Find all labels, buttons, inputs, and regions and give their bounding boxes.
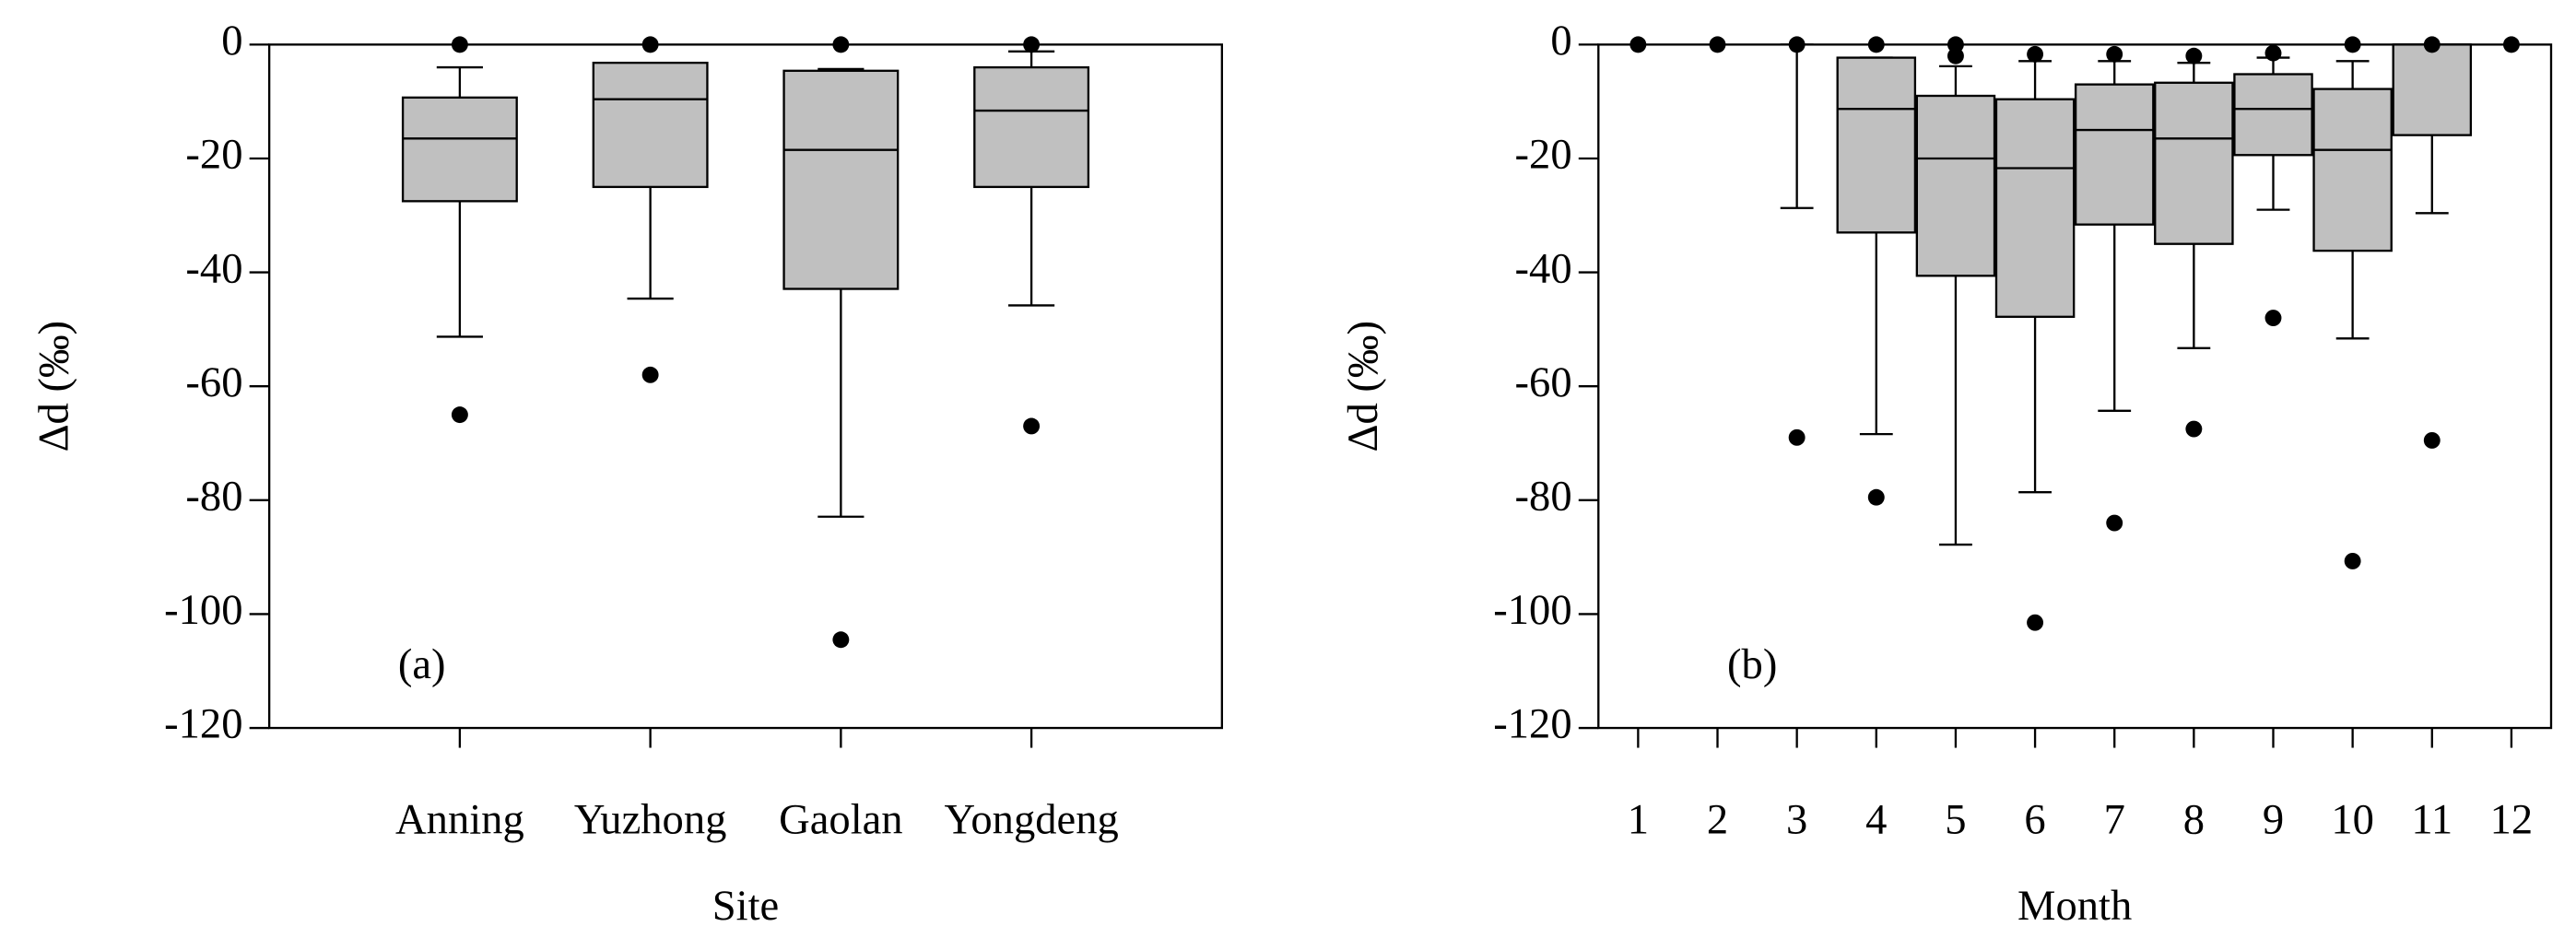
- outlier: [1709, 36, 1726, 53]
- outlier: [2423, 431, 2441, 449]
- box: [2154, 81, 2234, 245]
- outlier: [2264, 44, 2282, 62]
- box: [1994, 98, 2076, 318]
- y-tick-label: -20: [185, 132, 242, 179]
- outlier: [2027, 45, 2044, 63]
- x-axis-label: Month: [2017, 883, 2132, 930]
- y-tick-label: -60: [1515, 359, 1572, 406]
- outlier: [832, 36, 850, 53]
- y-tick-label: 0: [1550, 18, 1571, 65]
- box: [1915, 94, 1996, 277]
- x-tick-label: 5: [1945, 797, 1966, 844]
- outlier: [1023, 417, 1041, 435]
- outlier: [2185, 420, 2203, 438]
- box: [592, 61, 709, 189]
- annotation: (b): [1727, 641, 1777, 688]
- y-tick-label: -40: [1515, 245, 1572, 292]
- box: [2074, 83, 2155, 226]
- x-tick-label: 9: [2263, 797, 2284, 844]
- box: [2392, 43, 2473, 136]
- x-tick-label: 2: [1707, 797, 1728, 844]
- outlier: [2027, 614, 2044, 631]
- box: [2312, 88, 2393, 252]
- outlier: [1947, 47, 1964, 65]
- x-tick-label: 6: [2024, 797, 2045, 844]
- x-tick-label: Anning: [395, 797, 524, 844]
- outlier: [2423, 36, 2441, 53]
- x-tick-label: Yongdeng: [944, 797, 1118, 844]
- outlier: [1788, 428, 1806, 446]
- outlier: [641, 366, 659, 383]
- outlier: [1867, 488, 1885, 506]
- x-tick-label: Yuzhong: [574, 797, 727, 844]
- y-tick-label: -100: [164, 587, 242, 634]
- y-tick-label: -60: [185, 359, 242, 406]
- x-tick-label: 11: [2411, 797, 2452, 844]
- box: [782, 69, 900, 290]
- y-tick-label: -120: [1493, 701, 1571, 748]
- outlier: [451, 36, 468, 53]
- outlier: [2106, 45, 2123, 63]
- outlier: [2502, 36, 2520, 53]
- outlier: [2344, 36, 2361, 53]
- outlier: [2106, 514, 2123, 532]
- y-axis-label: Δd (‰): [1340, 321, 1387, 452]
- y-axis-label: Δd (‰): [31, 321, 78, 452]
- box: [973, 65, 1090, 189]
- x-tick-label: Gaolan: [779, 797, 902, 844]
- outlier: [1788, 36, 1806, 53]
- y-tick-label: -80: [185, 474, 242, 521]
- x-tick-label: 7: [2104, 797, 2125, 844]
- outlier: [832, 631, 850, 649]
- y-tick-label: -100: [1493, 587, 1571, 634]
- x-tick-label: 4: [1865, 797, 1887, 844]
- x-tick-label: 12: [2490, 797, 2534, 844]
- x-tick-label: 1: [1628, 797, 1649, 844]
- outlier: [1629, 36, 1647, 53]
- annotation: (a): [398, 641, 446, 688]
- y-tick-label: -20: [1515, 132, 1572, 179]
- y-tick-label: -40: [185, 245, 242, 292]
- x-tick-label: 3: [1786, 797, 1807, 844]
- outlier: [1947, 36, 1964, 53]
- x-tick-label: 10: [2331, 797, 2374, 844]
- box: [2233, 73, 2313, 157]
- outlier: [2185, 47, 2203, 65]
- y-tick-label: -120: [164, 701, 242, 748]
- x-axis-label: Site: [712, 883, 779, 930]
- y-tick-label: -80: [1515, 474, 1572, 521]
- outlier: [1867, 36, 1885, 53]
- outlier: [641, 36, 659, 53]
- outlier: [2344, 552, 2361, 569]
- outlier: [451, 406, 468, 424]
- box: [1836, 56, 1917, 234]
- outlier: [1023, 36, 1041, 53]
- x-tick-label: 8: [2183, 797, 2205, 844]
- outlier: [2264, 310, 2282, 326]
- box: [401, 96, 518, 203]
- y-tick-label: 0: [221, 18, 242, 65]
